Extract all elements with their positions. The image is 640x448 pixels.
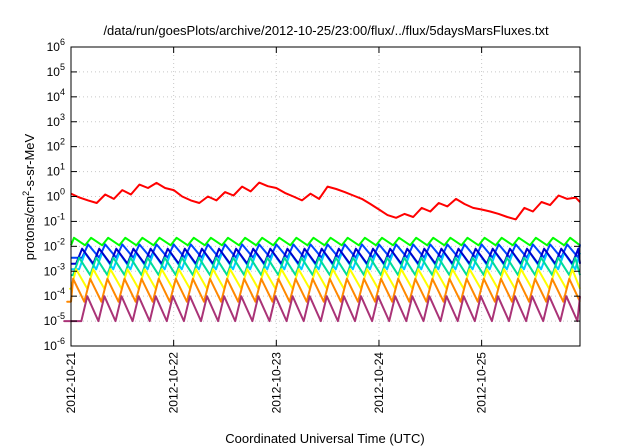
series-line [71,256,581,277]
series-line [71,247,581,265]
y-axis-label: protons/cm2-s-sr-MeV [21,133,37,260]
y-tick-label: 10-2 [44,236,65,253]
y-tick-label: 102 [47,137,65,154]
y-tick-label: 104 [47,87,65,104]
x-tick-label: 2012-10-22 [167,352,181,414]
y-tick-label: 10-5 [44,311,65,328]
y-tick-label: 101 [47,162,65,179]
series-line [70,236,581,247]
x-tick-label: 2012-10-24 [372,352,386,414]
series-lines [63,181,581,323]
y-tick-label: 103 [47,112,65,129]
x-axis: 2012-10-21 2012-10-22 2012-10-23 2012-10-24… [64,47,489,413]
y-axis-label-base: protons/cm [22,196,37,260]
series-line [63,295,581,323]
x-axis-label: Coordinated Universal Time (UTC) [225,431,424,446]
series-line [71,243,581,259]
x-tick-label: 2012-10-21 [64,352,78,414]
y-tick-label: 10-4 [44,286,65,303]
y-tick-label: 10-6 [44,336,65,353]
y-tick-label: 100 [47,187,65,204]
chart-title: /data/run/goesPlots/archive/2012-10-25/2… [103,23,549,38]
y-axis-label-sup: 2 [21,191,31,196]
y-tick-label: 105 [47,62,65,79]
series-line [66,277,581,303]
y-axis: 10-6 10-5 10-4 10-3 10-2 10-1 100 101 102 103 104 1… [44,37,580,353]
y-tick-label: 10-3 [44,261,65,278]
y-axis-label-rest: -s-sr-MeV [22,133,37,190]
y-tick-label: 106 [47,37,65,54]
series-line [70,181,581,221]
y-tick-label: 10-1 [44,211,65,228]
x-tick-label: 2012-10-25 [475,352,489,414]
x-tick-label: 2012-10-23 [269,352,283,414]
